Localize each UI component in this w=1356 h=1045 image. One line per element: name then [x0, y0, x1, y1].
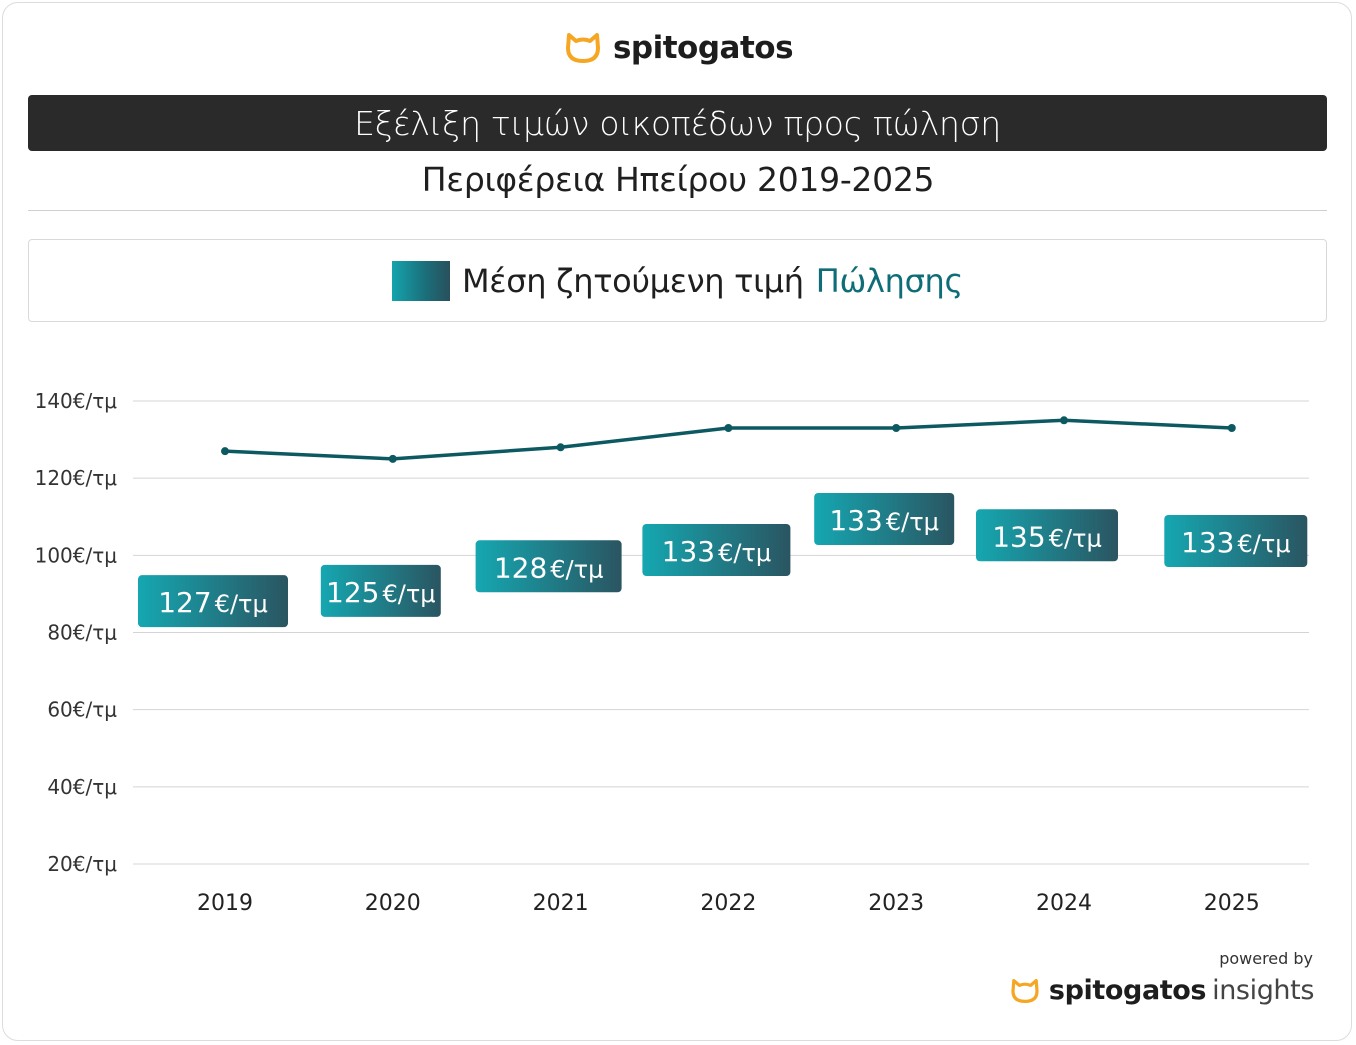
series-line [221, 416, 1236, 463]
data-label-unit: €/τμ [1049, 524, 1102, 552]
x-tick-label: 2019 [197, 891, 253, 916]
data-label-text: 133 €/τμ [662, 535, 772, 568]
data-label-unit: €/τμ [886, 508, 939, 536]
legend: Μέση ζητούμενη τιμή Πώλησης [28, 239, 1327, 322]
data-label-unit: €/τμ [718, 539, 771, 567]
y-tick-label: 100€/τμ [35, 543, 118, 567]
x-tick-label: 2025 [1204, 891, 1260, 916]
data-label: 127 €/τμ [138, 575, 288, 628]
data-label-unit: €/τμ [382, 580, 435, 608]
data-label-text: 125 €/τμ [326, 576, 436, 609]
data-label: 135 €/τμ [976, 509, 1118, 562]
chart-subtitle: Περιφέρεια Ηπείρου 2019-2025 [421, 160, 935, 199]
data-label-value: 133 [1181, 526, 1234, 559]
data-point [1060, 416, 1068, 425]
data-point [388, 454, 397, 463]
y-axis: 140€/τμ 120€/τμ 100€/τμ 80€/τμ 60€/τμ 40€/τμ 2… [35, 389, 118, 876]
chart-title: Εξέλιξη τιμών οικοπέδων προς πώληση [354, 103, 1001, 143]
cat-head-icon [1011, 978, 1039, 1003]
x-tick-label: 2021 [533, 891, 589, 916]
data-label-box [814, 493, 955, 546]
legend-swatch [391, 260, 450, 301]
y-tick-label: 140€/τμ [35, 389, 118, 413]
brand-footer: spitogatos insights [1009, 975, 1314, 1006]
data-label-value: 128 [494, 551, 547, 584]
data-point [556, 443, 565, 452]
brand-header: spitogatos [0, 30, 1356, 66]
gridlines [133, 400, 1309, 865]
data-point [724, 424, 733, 433]
data-point [892, 424, 901, 433]
data-label-box [475, 540, 622, 593]
data-label-text: 133 €/τμ [829, 504, 939, 537]
data-label-text: 127 €/τμ [158, 586, 268, 619]
data-label-box [976, 509, 1118, 562]
x-tick-label: 2024 [1036, 891, 1092, 916]
data-label-value: 127 [158, 586, 211, 619]
data-label-text: 135 €/τμ [992, 520, 1102, 553]
data-label-unit: €/τμ [215, 590, 268, 618]
title-bar: Εξέλιξη τιμών οικοπέδων προς πώληση [28, 95, 1327, 151]
data-label-box [138, 575, 288, 628]
data-label-unit: €/τμ [1237, 530, 1290, 558]
data-label-value: 135 [992, 520, 1045, 553]
y-tick-label: 80€/τμ [47, 621, 117, 645]
data-label-box [320, 564, 441, 617]
data-label-box [1164, 515, 1308, 568]
y-tick-label: 40€/τμ [47, 775, 117, 799]
powered-by-text: powered by [1219, 949, 1313, 968]
data-label-value: 125 [326, 576, 379, 609]
data-point [221, 447, 229, 456]
x-axis: 2019 2020 2021 2022 2023 2024 2025 [197, 891, 1260, 916]
footer-product-name: insights [1212, 975, 1314, 1006]
data-label-box [642, 524, 791, 577]
x-tick-label: 2023 [868, 891, 924, 916]
legend-accent-label: Πώλησης [815, 261, 964, 300]
x-tick-label: 2020 [365, 891, 421, 916]
data-label: 128 €/τμ [475, 540, 622, 593]
data-label-value: 133 [662, 535, 715, 568]
data-label-unit: €/τμ [550, 555, 603, 583]
data-label: 133 €/τμ [814, 493, 955, 546]
x-tick-label: 2022 [700, 891, 756, 916]
legend-label: Μέση ζητούμενη τιμή [461, 261, 804, 300]
data-point [1227, 424, 1236, 433]
data-label-text: 128 €/τμ [494, 551, 604, 584]
cat-head-icon [565, 33, 600, 63]
footer-brand-name: spitogatos [1048, 975, 1207, 1006]
data-label-value: 133 [829, 504, 882, 537]
data-label: 133 €/τμ [642, 524, 791, 577]
data-label: 133 €/τμ [1164, 515, 1308, 568]
data-label-text: 133 €/τμ [1181, 526, 1291, 559]
y-tick-label: 20€/τμ [47, 852, 117, 876]
y-tick-label: 120€/τμ [35, 466, 118, 490]
brand-name: spitogatos [612, 30, 794, 66]
divider [28, 210, 1327, 211]
y-tick-label: 60€/τμ [47, 698, 117, 722]
data-label: 125 €/τμ [320, 564, 441, 617]
